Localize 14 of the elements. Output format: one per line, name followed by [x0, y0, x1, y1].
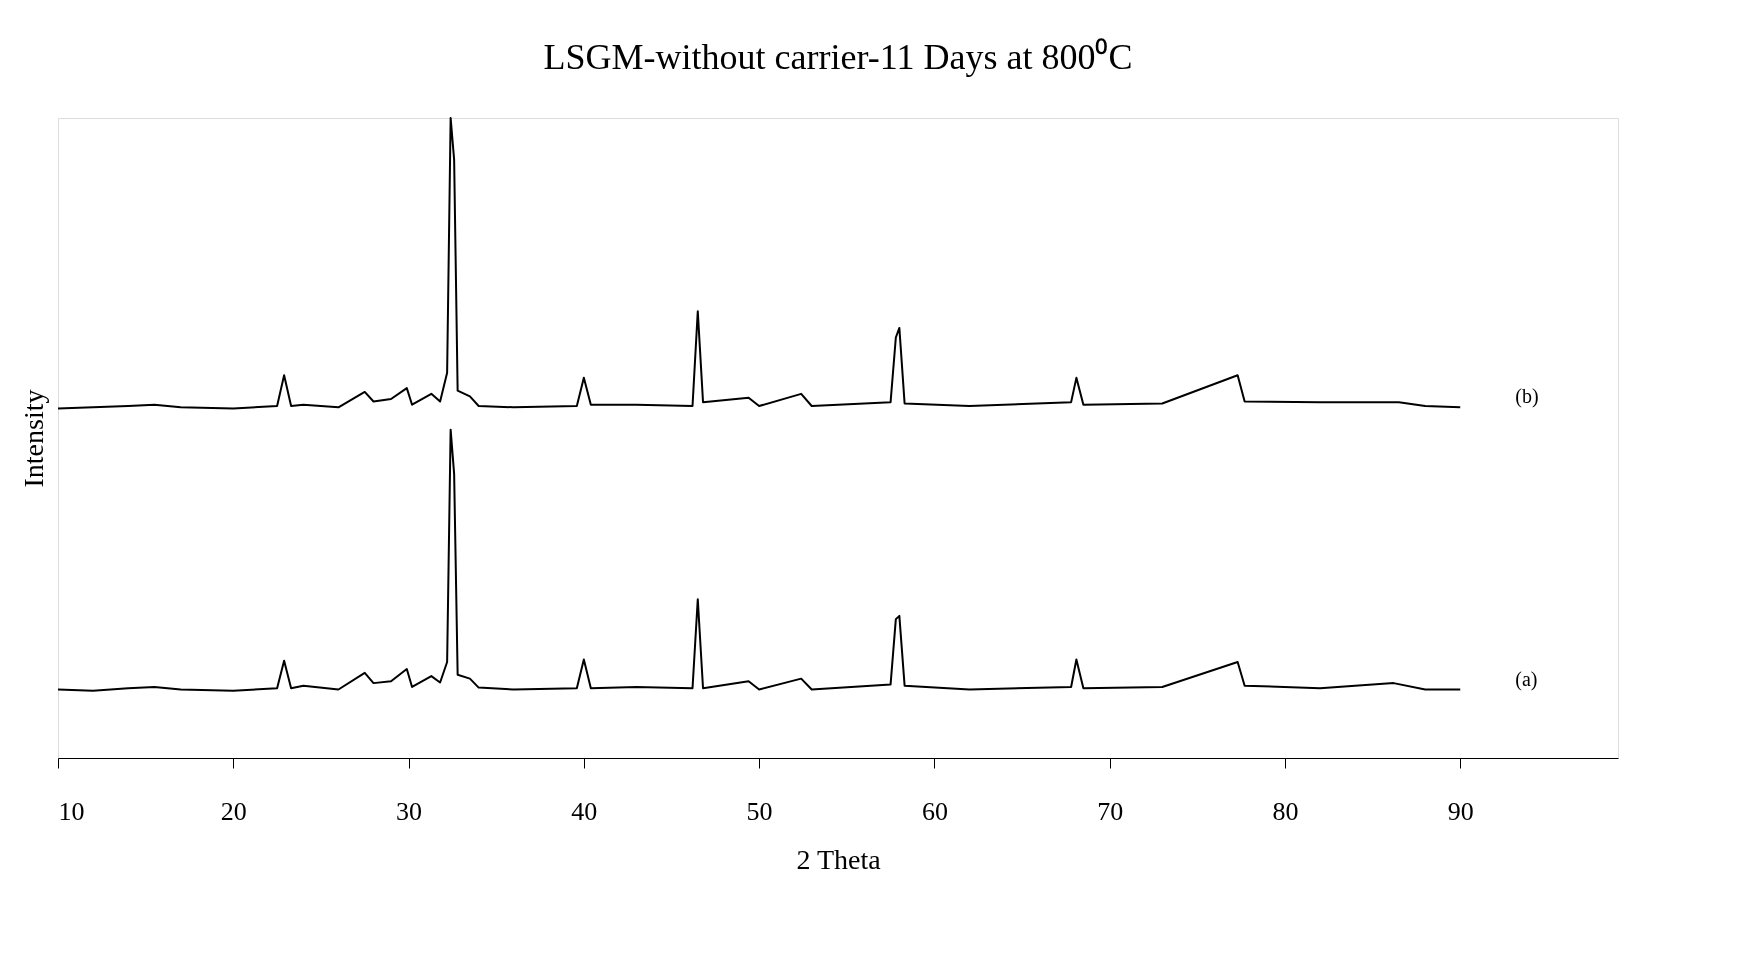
x-tick-label: 90: [1447, 796, 1474, 826]
x-tick-label: 40: [571, 796, 598, 826]
x-tick-label: 20: [220, 796, 247, 826]
x-tick-label: 30: [396, 796, 423, 826]
text: (a): [1515, 667, 1538, 691]
x-tick-label: 80: [1272, 796, 1299, 826]
y-axis-title: Intensity: [17, 389, 49, 488]
x-tick-label: 60: [921, 796, 948, 826]
x-tick-label: 70: [1097, 796, 1124, 826]
x-tick-label: 10: [58, 796, 85, 826]
text: (b): [1515, 385, 1539, 409]
x-tick-label: 50: [746, 796, 773, 826]
chart-title: LSGM-without carrier-11 Days at 800⁰C: [543, 37, 1133, 77]
x-axis-title: 2 Theta: [796, 843, 882, 875]
